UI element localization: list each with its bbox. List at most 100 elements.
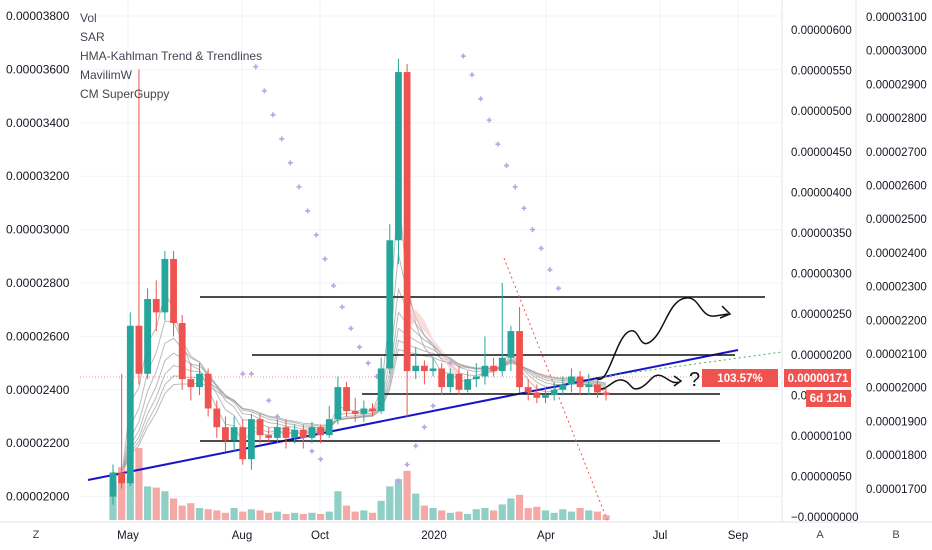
- sar-point: [538, 245, 544, 251]
- sar-point: [460, 53, 466, 59]
- volume-bar: [351, 511, 359, 520]
- sar-point: [478, 96, 484, 102]
- auto-scale-button[interactable]: A: [816, 529, 824, 541]
- volume-axis-tick: 0.00000600: [791, 25, 852, 37]
- volume-bar: [213, 510, 221, 520]
- volume-bar: [299, 514, 307, 520]
- volume-bar: [282, 514, 290, 520]
- far-axis-tick: 0.00001900: [866, 416, 927, 428]
- sar-point: [309, 448, 315, 454]
- candle-body: [144, 299, 151, 374]
- sar-point: [322, 256, 328, 262]
- x-axis-tick: Sep: [728, 530, 748, 542]
- sar-point: [421, 424, 427, 430]
- candle-body: [498, 357, 506, 372]
- sar-point: [395, 478, 401, 484]
- volume-bar: [567, 511, 576, 520]
- candle-body: [550, 389, 558, 396]
- sar-point: [305, 208, 311, 214]
- legend-mavilimw[interactable]: MavilimW: [80, 68, 133, 82]
- legend-hma-kahlman[interactable]: HMA-Kahlman Trend & Trendlines: [80, 49, 262, 63]
- candle-body: [213, 408, 221, 428]
- candle-body: [291, 429, 299, 438]
- volume-bar: [135, 448, 143, 520]
- volume-bar: [325, 511, 333, 520]
- timezone-button[interactable]: Z: [33, 529, 40, 541]
- volume-bar: [524, 508, 532, 520]
- volume-axis-tick: 0.00000100: [791, 431, 852, 443]
- volume-bar: [559, 509, 567, 520]
- volume-bar: [265, 512, 273, 520]
- sar-point: [287, 160, 293, 166]
- scale-toggle-button[interactable]: B: [892, 529, 899, 541]
- volume-bar: [256, 510, 264, 520]
- x-axis-tick: Oct: [311, 530, 330, 542]
- candle-body: [576, 376, 584, 388]
- candle-body: [325, 419, 333, 436]
- volume-bar: [126, 476, 134, 520]
- sar-point: [447, 360, 453, 366]
- far-axis-tick: 0.00002900: [866, 79, 927, 91]
- volume-bar: [429, 508, 437, 520]
- bottom-toolbar: Z A B: [33, 529, 900, 541]
- legend-superguppy[interactable]: CM SuperGuppy: [80, 87, 169, 101]
- candle-body: [594, 384, 601, 393]
- candle-body: [369, 408, 376, 412]
- sar-point: [253, 64, 259, 70]
- candle-body: [248, 419, 255, 460]
- candle-body: [299, 429, 307, 438]
- sar-point: [266, 397, 272, 403]
- volume-bar: [593, 511, 601, 520]
- volume-bar: [394, 479, 403, 520]
- volume-bar: [498, 504, 506, 520]
- volume-bar: [360, 510, 368, 520]
- candle-body: [282, 427, 290, 438]
- volume-axis-tick: 0.00000550: [791, 66, 852, 78]
- candle-body: [230, 427, 238, 441]
- sar-point: [521, 205, 527, 211]
- candle-body: [533, 392, 541, 398]
- sar-point: [270, 112, 276, 118]
- candle-body: [135, 325, 143, 374]
- x-axis-tick: Aug: [232, 530, 252, 542]
- candle-body: [568, 376, 575, 385]
- volume-bar: [317, 514, 325, 520]
- x-axis-tick: Jul: [653, 530, 668, 542]
- candle-body: [524, 387, 532, 393]
- candle-body: [343, 387, 350, 412]
- far-axis-tick: 0.00001800: [866, 450, 927, 462]
- far-axis-tick: 0.00002000: [866, 383, 927, 395]
- volume-bar: [342, 505, 351, 520]
- legend-vol[interactable]: Vol: [80, 11, 97, 25]
- volume-bar: [291, 512, 299, 520]
- candle-body: [360, 408, 368, 414]
- candle-body: [334, 387, 342, 420]
- volume-bar: [585, 510, 593, 520]
- price-badge: [784, 369, 851, 387]
- candle-body: [273, 427, 281, 438]
- far-axis-tick: 0.00002400: [866, 248, 927, 260]
- volume-bar: [576, 508, 584, 520]
- volume-bar: [204, 509, 212, 520]
- volume-bar: [446, 512, 454, 520]
- volume-bar: [377, 500, 385, 520]
- price-axes[interactable]: 0.00003800 0.00003600 0.00003400 0.00003200…: [6, 9, 927, 542]
- volume-bar: [386, 486, 394, 520]
- volume-bar: [412, 493, 420, 520]
- x-axis-tick: Apr: [537, 530, 555, 542]
- guppy-line: [112, 287, 607, 476]
- guppy-ribbon: [112, 193, 607, 479]
- volume-bar: [420, 505, 428, 520]
- candle-body: [585, 384, 593, 388]
- sar-point: [365, 360, 371, 366]
- sar-point: [240, 371, 246, 377]
- sar-point: [547, 267, 553, 273]
- candle-body: [170, 258, 177, 324]
- volume-bar: [178, 505, 186, 520]
- candle-body: [472, 376, 480, 380]
- candle-body: [196, 373, 203, 388]
- legend-sar[interactable]: SAR: [80, 30, 105, 44]
- candle-body: [178, 323, 186, 380]
- candle-body: [222, 427, 229, 441]
